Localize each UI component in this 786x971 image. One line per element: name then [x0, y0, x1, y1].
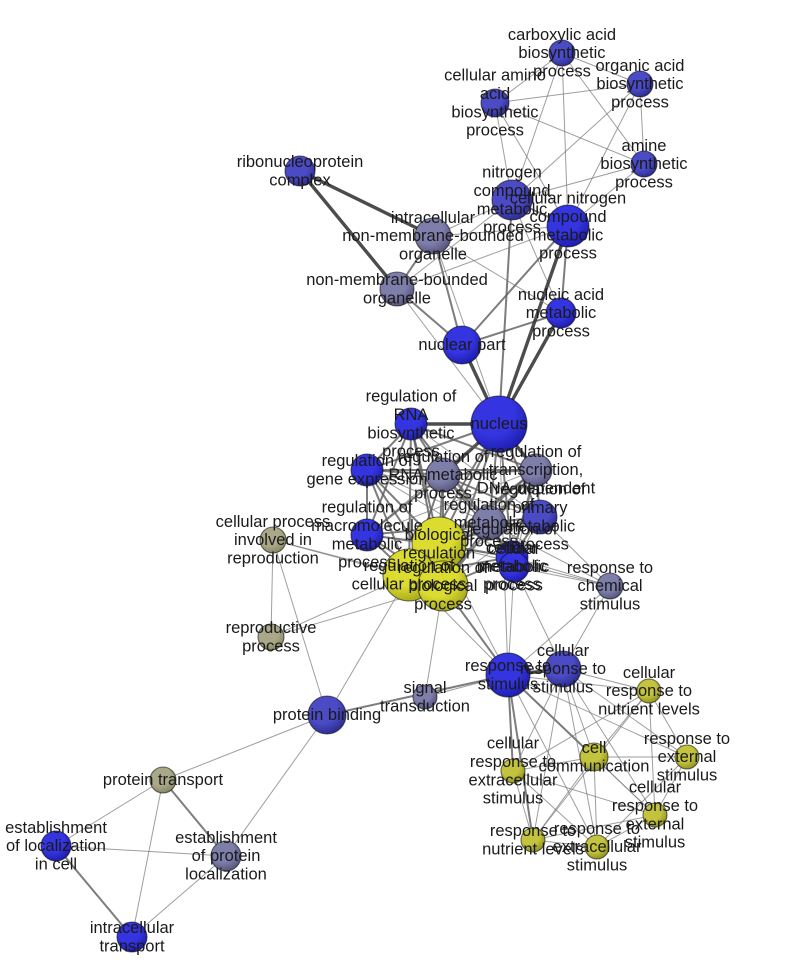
svg-text:reproductive: reproductive: [226, 619, 317, 637]
svg-text:biosynthetic: biosynthetic: [596, 75, 683, 93]
svg-text:biosynthetic: biosynthetic: [367, 424, 454, 442]
svg-text:acid: acid: [480, 85, 510, 103]
svg-text:nucleic acid: nucleic acid: [518, 286, 604, 304]
svg-text:response to: response to: [612, 797, 698, 815]
svg-text:metabolic: metabolic: [533, 226, 604, 244]
svg-text:amine: amine: [622, 137, 667, 155]
svg-text:cellular nitrogen: cellular nitrogen: [510, 190, 626, 208]
svg-text:biological: biological: [405, 526, 474, 544]
svg-text:intracellular: intracellular: [391, 209, 476, 227]
svg-text:cell: cell: [582, 739, 607, 757]
svg-text:protein binding: protein binding: [273, 706, 381, 724]
svg-text:complex: complex: [269, 171, 331, 189]
svg-text:regulation of: regulation of: [491, 443, 582, 461]
svg-text:cellular: cellular: [537, 642, 590, 660]
svg-text:nitrogen: nitrogen: [482, 164, 542, 182]
svg-text:biosynthetic: biosynthetic: [600, 155, 687, 173]
svg-text:in cell: in cell: [35, 855, 77, 873]
svg-text:biosynthetic: biosynthetic: [518, 44, 605, 62]
svg-text:response to: response to: [567, 559, 653, 577]
svg-text:process: process: [242, 637, 300, 655]
svg-text:stimulus: stimulus: [580, 595, 641, 613]
svg-text:transcription,: transcription,: [489, 461, 583, 479]
svg-text:RNA: RNA: [394, 406, 429, 424]
svg-text:cellular process: cellular process: [216, 513, 331, 531]
svg-text:primary: primary: [512, 499, 568, 517]
svg-text:response to: response to: [554, 820, 640, 838]
svg-text:non-membrane-bounded: non-membrane-bounded: [306, 271, 488, 289]
svg-text:nutrient levels: nutrient levels: [598, 700, 700, 718]
svg-text:process: process: [532, 322, 590, 340]
svg-text:ribonucleoprotein: ribonucleoprotein: [237, 153, 364, 171]
svg-text:process: process: [615, 173, 673, 191]
svg-text:reproduction: reproduction: [227, 549, 319, 567]
svg-text:metabolic: metabolic: [526, 304, 597, 322]
svg-text:protein transport: protein transport: [103, 771, 224, 789]
svg-text:of localization: of localization: [6, 837, 106, 855]
svg-text:stimulus: stimulus: [533, 678, 594, 696]
svg-text:metabolic: metabolic: [332, 535, 403, 553]
svg-text:extracellular: extracellular: [553, 838, 642, 856]
svg-text:compound: compound: [529, 208, 606, 226]
svg-text:response to: response to: [470, 753, 556, 771]
svg-text:RNA metabolic: RNA metabolic: [388, 466, 497, 484]
svg-text:cellular: cellular: [629, 779, 682, 797]
svg-text:establishment: establishment: [175, 829, 277, 847]
svg-text:establishment: establishment: [5, 819, 107, 837]
svg-text:nuclear part: nuclear part: [418, 336, 506, 354]
svg-text:cellular amino: cellular amino: [444, 67, 546, 85]
svg-text:regulation of: regulation of: [398, 559, 489, 577]
svg-text:regulation of: regulation of: [366, 388, 457, 406]
svg-text:response to: response to: [606, 682, 692, 700]
svg-text:process: process: [611, 93, 669, 111]
svg-text:regulation of: regulation of: [467, 521, 558, 539]
svg-text:chemical: chemical: [577, 577, 642, 595]
svg-text:carboxylic acid: carboxylic acid: [508, 26, 616, 44]
svg-text:involved in: involved in: [234, 531, 312, 549]
svg-text:non-membrane-bounded: non-membrane-bounded: [342, 227, 524, 245]
svg-text:biological: biological: [409, 577, 478, 595]
svg-text:organic acid: organic acid: [596, 57, 685, 75]
svg-text:nucleus: nucleus: [471, 415, 528, 433]
svg-text:stimulus: stimulus: [567, 856, 628, 874]
svg-text:regulation of: regulation of: [322, 499, 413, 517]
svg-text:regulation of: regulation of: [398, 448, 489, 466]
svg-text:process: process: [466, 122, 524, 140]
svg-text:extracellular: extracellular: [469, 771, 558, 789]
svg-text:localization: localization: [185, 865, 267, 883]
svg-text:process: process: [414, 595, 472, 613]
svg-text:external: external: [658, 748, 717, 766]
svg-text:transduction: transduction: [380, 697, 470, 715]
svg-text:organelle: organelle: [399, 245, 467, 263]
svg-text:regulation of: regulation of: [495, 481, 586, 499]
svg-text:of protein: of protein: [192, 847, 261, 865]
svg-text:transport: transport: [99, 937, 165, 955]
svg-text:organelle: organelle: [363, 289, 431, 307]
svg-text:signal: signal: [403, 679, 446, 697]
svg-text:response to: response to: [644, 730, 730, 748]
svg-text:metabolic: metabolic: [479, 558, 550, 576]
svg-text:process: process: [485, 576, 543, 594]
svg-text:stimulus: stimulus: [483, 790, 544, 808]
svg-text:intracellular: intracellular: [90, 919, 175, 937]
svg-text:cellular: cellular: [487, 735, 540, 753]
svg-text:process: process: [539, 245, 597, 263]
svg-text:cellular: cellular: [488, 540, 541, 558]
svg-text:cellular: cellular: [623, 664, 676, 682]
svg-text:response to: response to: [520, 660, 606, 678]
svg-text:biosynthetic: biosynthetic: [451, 103, 538, 121]
